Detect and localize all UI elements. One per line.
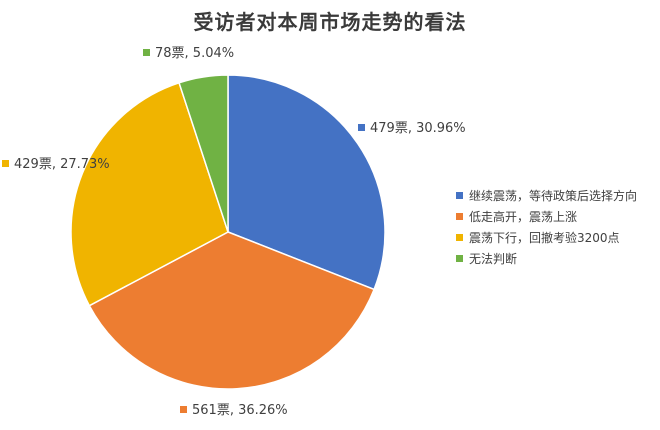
- legend-label-1: 低走高开，震荡上涨: [469, 210, 578, 224]
- legend-label-3: 无法判断: [469, 252, 518, 266]
- data-label-marker-1: [180, 406, 187, 413]
- data-label-2: 429票, 27.73%: [14, 157, 110, 172]
- legend-item-0[interactable]: 继续震荡，等待政策后选择方向: [456, 185, 637, 206]
- data-label-0: 479票, 30.96%: [370, 121, 466, 136]
- pie-slice-1[interactable]: [88, 231, 376, 390]
- legend-item-3[interactable]: 无法判断: [456, 248, 637, 269]
- legend-label-0: 继续震荡，等待政策后选择方向: [469, 189, 638, 203]
- data-label-marker-0: [358, 124, 365, 131]
- legend-swatch-3: [456, 255, 463, 262]
- pie-slice-0[interactable]: [227, 74, 386, 291]
- data-label-marker-3: [143, 49, 150, 56]
- pie-slice-2[interactable]: [70, 81, 229, 307]
- legend-label-2: 震荡下行，回撤考验3200点: [469, 231, 620, 245]
- data-label-marker-2: [2, 160, 9, 167]
- legend-item-2[interactable]: 震荡下行，回撤考验3200点: [456, 227, 637, 248]
- chart-title: 受访者对本周市场走势的看法: [193, 10, 467, 34]
- legend-swatch-0: [456, 192, 463, 199]
- pie-slice-3[interactable]: [178, 74, 229, 233]
- legend-swatch-2: [456, 234, 463, 241]
- legend: 继续震荡，等待政策后选择方向 低走高开，震荡上涨 震荡下行，回撤考验3200点 …: [456, 185, 637, 269]
- legend-item-1[interactable]: 低走高开，震荡上涨: [456, 206, 637, 227]
- legend-swatch-1: [456, 213, 463, 220]
- data-label-1: 561票, 36.26%: [192, 403, 288, 418]
- data-label-3: 78票, 5.04%: [155, 46, 234, 61]
